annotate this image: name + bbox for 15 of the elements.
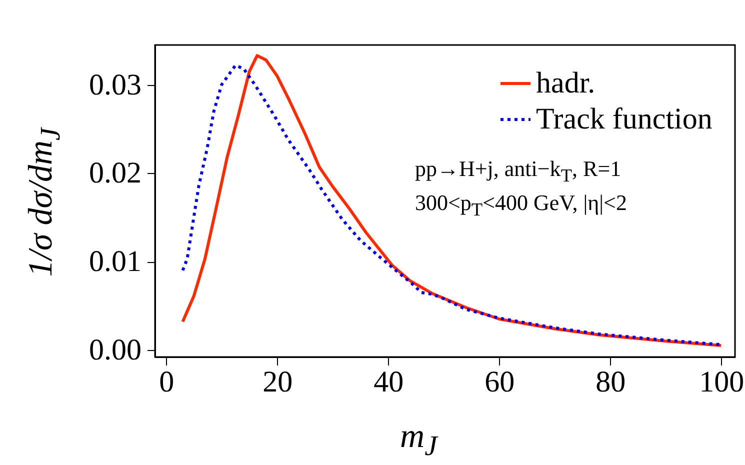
y-tick-label: 0.00 bbox=[89, 333, 142, 366]
x-tick-label: 0 bbox=[159, 366, 174, 398]
x-tick-label: 60 bbox=[484, 366, 515, 398]
y-tick-label: 0.01 bbox=[89, 245, 142, 278]
legend-label: Track function bbox=[536, 102, 712, 136]
x-tick-label: 40 bbox=[374, 366, 404, 398]
x-tick-label: 100 bbox=[699, 366, 744, 398]
x-tick-label: 80 bbox=[596, 366, 626, 398]
annotation: pp→H+j, anti−k$_{T}$, R=1 bbox=[415, 156, 622, 186]
legend-label: hadr. bbox=[536, 66, 596, 100]
annotation: 300<p$_{T}$<400 GeV, |η|<2 bbox=[415, 190, 627, 220]
x-tick-label: 20 bbox=[262, 366, 293, 398]
y-tick-label: 0.03 bbox=[89, 68, 142, 102]
x-axis-title: m$_{J}$ bbox=[400, 418, 438, 463]
y-tick-label: 0.02 bbox=[89, 156, 142, 190]
